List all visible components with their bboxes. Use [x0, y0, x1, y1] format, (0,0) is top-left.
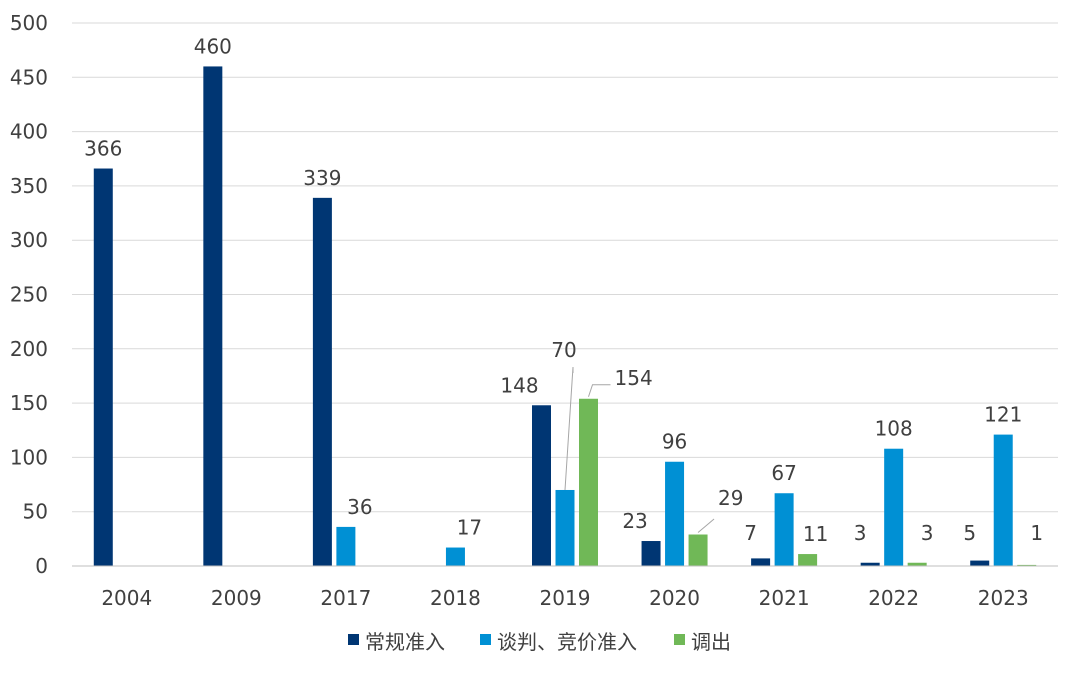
legend-label: 常规准入 — [365, 630, 445, 654]
bar — [93, 168, 113, 567]
data-label: 148 — [500, 373, 538, 397]
leader-lines — [564, 366, 715, 533]
data-label: 70 — [551, 338, 576, 362]
bar — [798, 554, 818, 566]
bar — [774, 493, 794, 566]
data-label: 154 — [615, 366, 653, 390]
bar — [1017, 564, 1037, 566]
y-tick-label: 100 — [10, 445, 48, 469]
x-tick-label: 2009 — [211, 586, 262, 610]
y-tick-label: 500 — [10, 11, 48, 35]
y-tick-label: 0 — [35, 554, 48, 578]
data-label: 11 — [803, 522, 828, 546]
y-tick-label: 250 — [10, 283, 48, 307]
data-label: 5 — [963, 521, 976, 545]
x-tick-label: 2019 — [540, 586, 591, 610]
bar — [312, 197, 332, 566]
y-tick-label: 350 — [10, 174, 48, 198]
bar — [688, 534, 708, 566]
data-label: 108 — [875, 417, 913, 441]
x-tick-label: 2023 — [978, 586, 1029, 610]
data-label: 339 — [303, 166, 341, 190]
bar — [579, 398, 598, 566]
bar — [445, 547, 465, 566]
y-tick-label: 450 — [10, 65, 48, 89]
data-label: 17 — [457, 516, 482, 540]
y-tick-label: 400 — [10, 120, 48, 144]
x-tick-label: 2022 — [868, 586, 919, 610]
bar — [555, 489, 575, 566]
legend-swatch — [674, 634, 685, 645]
bar — [641, 541, 661, 566]
legend-label: 调出 — [691, 630, 731, 654]
y-axis-ticks: 0 50 100 150 200 250 300 350 400 450 500 — [10, 11, 48, 578]
y-tick-label: 300 — [10, 228, 48, 252]
x-axis-ticks: 2004 2009 2017 2018 2019 2020 2021 2022 2023 — [101, 586, 1028, 610]
data-label: 121 — [984, 403, 1022, 427]
leader-line — [697, 518, 715, 533]
data-label: 3 — [854, 521, 867, 545]
bar — [993, 434, 1013, 566]
x-tick-label: 2004 — [101, 586, 152, 610]
y-tick-label: 200 — [10, 337, 48, 361]
leader-line — [564, 366, 574, 491]
legend: 常规准入 谈判、竞价准入 调出 — [348, 630, 731, 654]
bar — [203, 66, 223, 566]
x-tick-label: 2018 — [430, 586, 481, 610]
data-label: 67 — [771, 461, 796, 485]
data-label: 23 — [622, 509, 647, 533]
data-label: 96 — [662, 430, 687, 454]
data-label: 366 — [84, 137, 122, 161]
data-label: 3 — [921, 521, 934, 545]
bar — [970, 560, 990, 566]
data-label: 7 — [744, 521, 757, 545]
bar — [532, 405, 551, 566]
legend-swatch — [480, 634, 491, 645]
data-label: 29 — [718, 486, 743, 510]
bar — [751, 558, 771, 566]
bar — [665, 461, 685, 566]
bar — [860, 562, 880, 566]
bar — [336, 526, 356, 566]
x-tick-label: 2017 — [320, 586, 371, 610]
data-label: 1 — [1030, 521, 1043, 545]
bar — [884, 448, 904, 566]
leader-line — [588, 384, 611, 397]
y-tick-label: 50 — [23, 500, 48, 524]
bar — [907, 562, 927, 566]
gridlines — [72, 22, 1058, 513]
x-tick-label: 2021 — [759, 586, 810, 610]
x-tick-label: 2020 — [649, 586, 700, 610]
legend-label: 谈判、竞价准入 — [497, 630, 637, 654]
y-tick-label: 150 — [10, 391, 48, 415]
data-label: 36 — [347, 495, 372, 519]
legend-swatch — [348, 634, 359, 645]
data-label: 460 — [194, 34, 232, 58]
bars — [93, 66, 1037, 567]
